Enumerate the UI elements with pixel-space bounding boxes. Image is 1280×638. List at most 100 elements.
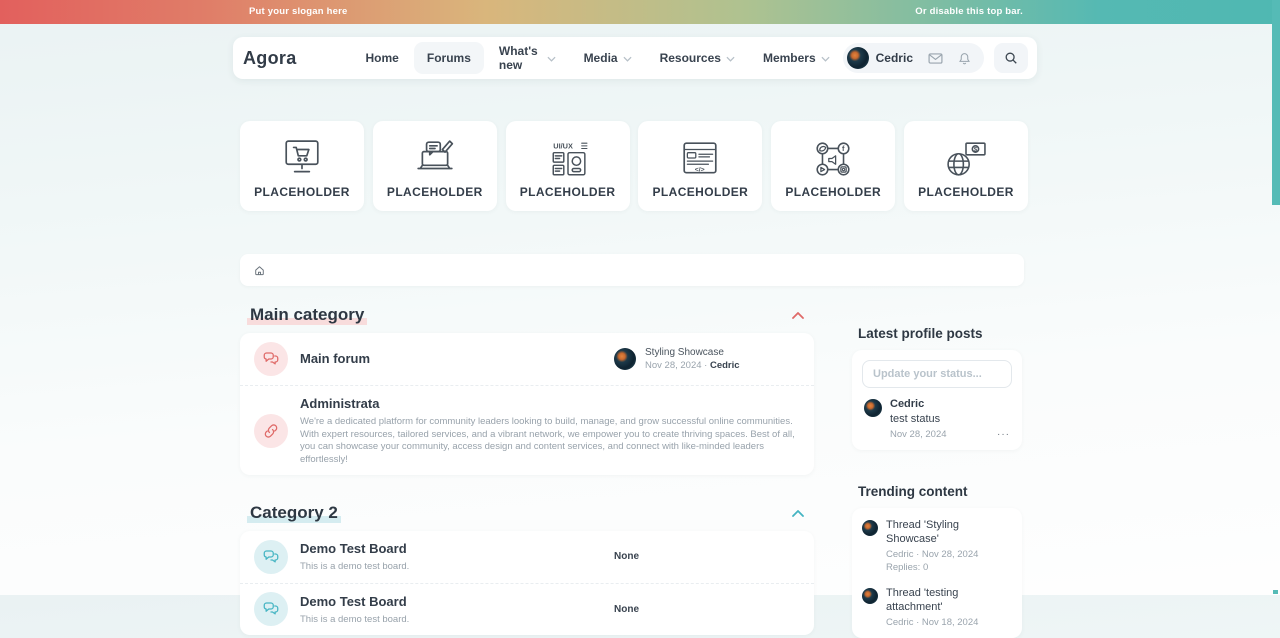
trending-item-2: Thread 'testing attachment' Cedric · Nov… [862, 586, 1012, 628]
forum-node-body: Demo Test Board This is a demo test boar… [300, 531, 614, 583]
scrollbar-arrow[interactable] [1273, 590, 1278, 594]
profile-post-text: test status [890, 413, 941, 425]
category-header-main: Main category [240, 304, 814, 326]
chevron-down-icon [821, 56, 830, 62]
user-account-pill[interactable]: Cedric [842, 43, 984, 73]
placeholder-label: PLACEHOLDER [386, 185, 483, 199]
placeholder-label: PLACEHOLDER [519, 185, 616, 199]
trending-thread-link[interactable]: Thread 'testing attachment' [886, 587, 959, 613]
profile-post-author[interactable]: Cedric [890, 398, 925, 410]
category-card-main: Main forum Styling Showcase Nov 28, 2024… [240, 333, 814, 475]
forum-node-demo-1: Demo Test Board This is a demo test boar… [240, 531, 814, 583]
placeholder-card-3[interactable]: UI/UX PLACEHOLDER [505, 121, 630, 211]
profile-post-date: Nov 28, 2024 [890, 429, 947, 440]
user-avatar[interactable] [846, 47, 869, 69]
trending-item-avatar[interactable] [862, 520, 878, 536]
trending-item-meta: Cedric · Nov 18, 2024 [886, 617, 979, 628]
search-button[interactable] [994, 43, 1028, 73]
trending-item-avatar[interactable] [862, 588, 878, 604]
forum-node-body: Demo Test Board This is a demo test boar… [300, 584, 614, 636]
sidebar-heading-trending: Trending content [858, 484, 968, 499]
forum-latest-stat: None [614, 551, 639, 563]
slogan-right: Or disable this top bar. [915, 6, 1023, 17]
forum-title-link[interactable]: Main forum [300, 351, 371, 366]
profile-post: Cedric test status Nov 28, 2024 ··· [862, 398, 1012, 440]
main-navigation: Agora Home Forums What's new Media Resou… [233, 37, 1037, 79]
forum-title-link[interactable]: Demo Test Board [300, 541, 407, 556]
trending-item-body: Thread 'Styling Showcase' Cedric · Nov 2… [886, 518, 1012, 573]
scrollbar-thumb[interactable] [1272, 0, 1280, 205]
ellipsis-menu-icon[interactable]: ··· [997, 428, 1010, 440]
search-icon [1004, 51, 1018, 65]
nav-item-whats-new[interactable]: What's new [486, 35, 569, 81]
latest-post-info: Styling Showcase Nov 28, 2024 · Cedric [645, 347, 740, 371]
svg-text:$: $ [974, 146, 978, 153]
collapse-category-button[interactable] [790, 310, 806, 321]
nav-item-home[interactable]: Home [365, 51, 399, 65]
nav-menu: Home Forums What's new Media Resources M… [353, 35, 843, 81]
money-globe-icon: $ [940, 121, 992, 179]
category-card-2: Demo Test Board This is a demo test boar… [240, 531, 814, 635]
content-columns: Main category Main forum St [240, 304, 1028, 638]
forum-chat-icon [254, 539, 288, 574]
placeholder-label: PLACEHOLDER [652, 185, 749, 199]
mail-icon[interactable] [928, 52, 943, 64]
chevron-up-icon [792, 509, 804, 517]
forum-description: This is a demo test board. [300, 613, 410, 625]
placeholder-card-2[interactable]: PLACEHOLDER [372, 121, 497, 211]
forum-title-link[interactable]: Demo Test Board [300, 593, 407, 609]
profile-posts-card: Cedric test status Nov 28, 2024 ··· [852, 350, 1022, 450]
category-title[interactable]: Category 2 [247, 503, 341, 523]
nav-item-resources[interactable]: Resources [647, 42, 748, 74]
latest-post-block: Styling Showcase Nov 28, 2024 · Cedric [614, 347, 800, 371]
trending-thread-link[interactable]: Thread 'Styling Showcase' [886, 519, 960, 545]
placeholder-label: PLACEHOLDER [254, 185, 350, 199]
breadcrumb [240, 254, 1024, 286]
forum-link-icon [254, 413, 288, 448]
nav-item-members[interactable]: Members [750, 42, 843, 74]
collapse-category-button[interactable] [790, 508, 806, 519]
uiux-design-icon: UI/UX [542, 121, 594, 179]
slogan-left: Put your slogan here [249, 6, 348, 17]
latest-thread-link[interactable]: Styling Showcase [645, 347, 724, 358]
svg-text:f: f [842, 144, 845, 153]
bell-icon[interactable] [958, 52, 971, 65]
placeholder-card-4[interactable]: </> PLACEHOLDER [638, 121, 763, 211]
svg-text:UI/UX: UI/UX [553, 141, 573, 150]
forum-list: Main category Main forum St [240, 304, 814, 638]
nav-item-media[interactable]: Media [571, 42, 645, 74]
profile-post-avatar[interactable] [864, 399, 882, 417]
forum-node-main-forum: Main forum Styling Showcase Nov 28, 2024… [240, 333, 814, 385]
top-slogan-bar: Put your slogan here Or disable this top… [0, 0, 1280, 24]
latest-post-meta: Nov 28, 2024 · Cedric [645, 360, 740, 371]
forum-node-body: Administrata We're a dedicated platform … [300, 386, 800, 475]
placeholder-card-1[interactable]: PLACEHOLDER [240, 121, 364, 211]
latest-post-avatar[interactable] [614, 348, 636, 370]
nav-item-forums[interactable]: Forums [413, 42, 484, 74]
trending-item-replies: Replies: 0 [886, 562, 929, 573]
forum-chat-icon [254, 592, 288, 627]
forum-title-link[interactable]: Administrata [300, 396, 380, 411]
chevron-up-icon [792, 311, 804, 319]
nav-right-cluster: Cedric [842, 43, 1028, 73]
page-content: PLACEHOLDER PLACEHOLDER UI/UX PLACEHOLDE… [240, 121, 1028, 638]
chevron-down-icon [547, 56, 556, 62]
latest-post-author[interactable]: Cedric [709, 360, 740, 371]
site-logo[interactable]: Agora [243, 47, 297, 68]
svg-text:</>: </> [695, 167, 705, 174]
forum-node-administrata: Administrata We're a dedicated platform … [240, 385, 814, 475]
placeholder-card-5[interactable]: f PLACEHOLDER [771, 121, 896, 211]
home-icon[interactable] [254, 265, 265, 276]
placeholder-label: PLACEHOLDER [918, 185, 1014, 199]
placeholder-label: PLACEHOLDER [785, 185, 882, 199]
user-name: Cedric [875, 51, 913, 65]
forum-chat-icon [254, 342, 288, 376]
forum-node-body: Main forum [300, 341, 614, 377]
chevron-down-icon [726, 56, 735, 62]
category-header-2: Category 2 [240, 502, 814, 524]
sidebar: Latest profile posts Cedric test status … [852, 304, 1022, 638]
trending-item-meta: Cedric · Nov 28, 2024 [886, 549, 979, 560]
category-title[interactable]: Main category [247, 305, 368, 325]
placeholder-card-6[interactable]: $ PLACEHOLDER [903, 121, 1028, 211]
status-update-input[interactable] [862, 360, 1012, 388]
